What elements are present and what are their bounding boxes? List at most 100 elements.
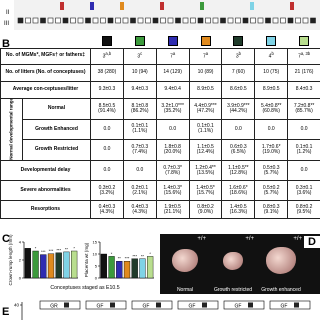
generation-label: III: [4, 21, 9, 27]
data-cell: 8.1±0.8 (86.2%): [122, 97, 157, 121]
data-cell: 0.7±0.3* (7.8%): [155, 160, 190, 182]
header-symbol: [64, 302, 69, 308]
image-caption: Normal: [176, 287, 194, 293]
pedigree-symbol: [182, 17, 189, 24]
bar: [123, 261, 131, 279]
pedigree-symbol: [287, 17, 294, 24]
significance-marker: ***: [125, 256, 130, 261]
legend-cell: [189, 34, 222, 48]
bar: [24, 248, 31, 279]
pedigree-symbol: [310, 17, 316, 24]
table-row: No. of MGMs*, MGFs† or fathers‡ 3a,b 3c 7a 7…: [0, 47, 320, 65]
pedigree-symbol: [70, 17, 76, 24]
pedigree-symbol: [55, 17, 61, 24]
data-cell: 10 (94): [122, 63, 157, 82]
data-cell: 0.0: [287, 119, 320, 140]
row-header: No. of litters (No. of conceptuses): [0, 63, 91, 82]
data-cell: 21 (176): [287, 63, 320, 82]
cell-value: 4: [268, 53, 272, 60]
bar: [116, 261, 123, 279]
significance-marker: ***: [41, 249, 46, 254]
data-cell: 1.8±0.8 (20.0%): [155, 138, 190, 162]
data-cell: 3.2±1.0*** (35.2%): [155, 97, 190, 121]
pedigree-symbol: [280, 17, 286, 24]
row-header: Growth Enhanced: [22, 119, 91, 140]
data-cell: 1.4±0.3* (15.6%): [155, 180, 190, 202]
bar: [40, 254, 47, 279]
panel-label: E: [2, 306, 9, 318]
pedigree-symbol: [77, 17, 84, 24]
data-cell: 10 (75): [254, 63, 289, 82]
data-cell: 0.7±0.3 (7.4%): [122, 138, 157, 162]
embryo: [223, 252, 243, 270]
data-cell: 7a: [155, 47, 190, 65]
data-cell: 7 (60): [221, 63, 256, 82]
data-cell: 4.4±0.9*** (47.2%): [188, 97, 223, 121]
data-cell: 3.9±0.9*** (44.2%): [221, 97, 256, 121]
pedigree-symbol: [62, 17, 69, 24]
cell-value: 3: [102, 53, 106, 60]
data-cell: 8.4±0.3: [287, 80, 320, 99]
significance-marker: *: [111, 251, 113, 256]
row-header: Average con-ceptuses/litter: [0, 80, 91, 99]
pedigree-symbol: [302, 17, 309, 24]
data-cell: 38 (280): [90, 63, 124, 82]
data-cell: 1.9±0.5 (21.1%): [155, 200, 190, 220]
pedigree-symbol: [197, 17, 204, 24]
data-cell: 0.8±0.3 (9.1%): [254, 200, 289, 220]
y-tick-label: 40: [14, 303, 20, 308]
significance-marker: *: [73, 246, 75, 251]
y-tick-label: 2: [19, 258, 22, 263]
significance-marker: **: [141, 253, 145, 258]
header-symbol: [156, 302, 161, 308]
cell-value: 3: [235, 53, 239, 60]
legend-cell: [288, 34, 320, 48]
panel-label: D: [304, 236, 320, 248]
data-cell: 0.3±0.1 (3.6%): [287, 180, 320, 202]
data-cell: 8.9±0.5: [188, 80, 223, 99]
header-symbol: [248, 302, 253, 308]
cell-note: a, 3b: [300, 51, 311, 57]
y-tick-label: 5: [95, 264, 98, 269]
pedigree-symbol: [25, 17, 31, 24]
table-row: Growth Enhanced 0.0 0.1±0.1 (1.1%) 0.0 0.1±0…: [1, 119, 320, 140]
data-cell: 0.0: [221, 119, 256, 140]
data-cell: 0.3±0.2 (3.2%): [90, 180, 124, 202]
table-row: Average con-ceptuses/litter 9.3±0.3 9.4±0.…: [0, 80, 320, 99]
cell-value: 7: [170, 53, 173, 60]
header-label: GF: [143, 304, 150, 310]
pedigree-symbol: [115, 17, 121, 24]
significance-marker: ***: [56, 247, 61, 252]
pedigree-bg: [14, 0, 320, 30]
data-cell: 9.3±0.3: [90, 80, 124, 99]
data-cell: 0.0: [90, 138, 124, 162]
row-header: Developmental delay: [0, 160, 91, 182]
panel-a-strip: II III: [4, 0, 320, 30]
y-tick-label: 10: [93, 252, 98, 257]
data-cell: 0.5±0.2 (5.7%): [254, 180, 289, 202]
pedigree-symbol: [100, 17, 106, 24]
pedigree-symbol: [227, 17, 234, 24]
pedigree-symbol: [257, 17, 264, 24]
bar: [139, 258, 146, 279]
legend-swatch: [101, 35, 112, 46]
data-cell: 1.4±0.5 (16.3%): [221, 200, 256, 220]
data-cell: 9.4±0.4: [155, 80, 190, 99]
data-cell: 0.1±0.1 (1.2%): [287, 138, 320, 162]
pedigree-symbol: [145, 17, 151, 24]
data-cell: 9.4±0.3: [122, 80, 157, 99]
y-tick-label: 0: [19, 276, 22, 281]
data-cell: 5.4±0.8** (60.8%): [254, 97, 289, 121]
header-box: [85, 300, 127, 310]
data-cell: 0.2±0.1 (2.1%): [122, 180, 157, 202]
header-label: GR: [50, 304, 58, 310]
data-cell: 0.0: [287, 160, 320, 182]
table-row: Developmental delay 0.0 0.0 0.7±0.3* (7.8%)…: [0, 160, 320, 182]
x-caption: Conceptuses staged as E10.5: [50, 285, 119, 291]
data-cell: 3c: [122, 47, 157, 65]
legend-swatch: [134, 35, 145, 46]
pedigree-symbol: [205, 17, 211, 24]
data-cell: 0.4±0.3 (4.3%): [90, 200, 124, 220]
panel-d: D +/+ Normal +/+ Growth restricted +/+ Growth…: [160, 234, 320, 294]
legend-swatch: [299, 35, 310, 46]
